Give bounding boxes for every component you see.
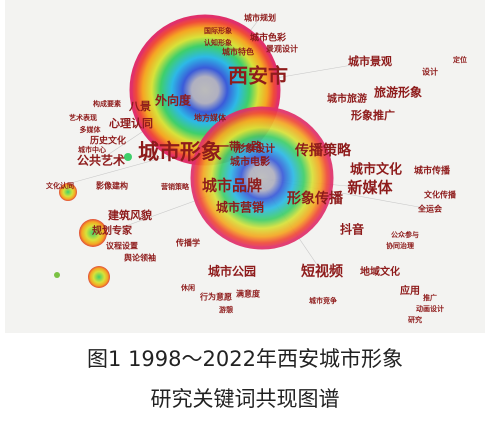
keyword: 传播学	[175, 238, 200, 248]
keyword: 舆论领袖	[124, 253, 156, 263]
keyword: 城市文化	[350, 162, 402, 178]
keyword: 议程设置	[106, 241, 138, 251]
node-ring	[79, 219, 107, 247]
keyword: 传播策略	[294, 142, 352, 159]
keyword: 推广	[423, 293, 437, 302]
keyword: 抖音	[340, 222, 364, 237]
keyword: 艺术表现	[69, 113, 97, 122]
keyword: 认知形象	[204, 38, 232, 47]
keyword: 城市形象	[138, 140, 222, 164]
keyword: 设计	[422, 67, 438, 77]
keyword: 国际形象	[204, 26, 232, 35]
keyword: 景观设计	[266, 44, 298, 54]
node-ring	[88, 266, 110, 288]
keyword: 游憩	[219, 305, 233, 314]
keyword: 城市品牌	[202, 177, 262, 195]
keyword: 地域文化	[360, 265, 400, 278]
keyword: 城市竞争	[309, 296, 337, 305]
node-dot	[54, 272, 60, 278]
keyword: 文化认同	[46, 181, 74, 190]
keyword: 文化传播	[424, 190, 457, 200]
caption-line: 研究关键词共现图谱	[150, 387, 340, 411]
keyword: 应用	[400, 284, 420, 297]
keyword: 城市景观	[348, 54, 392, 68]
node-ring	[59, 183, 77, 201]
keyword: 影像建构	[96, 181, 128, 191]
keyword: 行为意愿	[199, 292, 232, 302]
keyword: 新媒体	[347, 179, 393, 197]
keyword: 西安市	[228, 64, 288, 88]
keyword: 心理认同	[109, 116, 153, 130]
keyword: 动画设计	[416, 304, 444, 313]
keyword: 公众参与	[391, 230, 419, 239]
keyword: 满意度	[236, 289, 261, 299]
keyword: 历史文化	[90, 135, 126, 147]
node-dot	[124, 153, 132, 161]
keyword: 城市旅游	[327, 92, 367, 105]
keyword: 多媒体	[80, 125, 102, 134]
keyword: 形象设计	[235, 142, 275, 155]
keyword: 定位	[453, 55, 467, 64]
keyword: 规划专家	[92, 224, 133, 237]
keyword: 形象推广	[351, 108, 395, 122]
keyword: 休闲	[180, 283, 195, 292]
keyword: 城市特色	[222, 47, 254, 57]
keyword: 短视频	[301, 263, 343, 280]
keyword: 建筑风貌	[108, 208, 152, 222]
caption-line: 图1 1998～2022年西安城市形象	[87, 347, 403, 371]
keyword: 研究	[408, 315, 422, 324]
keyword: 协同治理	[386, 241, 414, 250]
keyword: 八景	[128, 100, 151, 113]
keyword: 营销策略	[161, 182, 190, 191]
keyword: 城市色彩	[250, 32, 286, 44]
keyword: 形象传播	[287, 190, 344, 207]
keyword: 构成要素	[93, 99, 121, 108]
keyword: 城市电影	[230, 155, 270, 168]
keyword: 城市中心	[78, 145, 106, 154]
keyword: 旅游形象	[374, 85, 422, 100]
keyword: 城市公园	[208, 264, 256, 279]
keyword: 城市营销	[216, 200, 264, 215]
keyword: 一带一路	[218, 139, 263, 153]
keyword: 地方媒体	[194, 113, 227, 123]
network: 城市规划国际形象城市色彩认知形象景观设计城市特色城市景观设计定位西安市旅游形象城…	[5, 0, 485, 333]
keyword: 公共艺术	[77, 153, 125, 168]
keyword: 城市传播	[414, 165, 451, 177]
keyword: 全运会	[417, 204, 442, 214]
keyword: 外向度	[155, 93, 192, 108]
keyword: 城市规划	[244, 13, 276, 23]
node-ring	[190, 106, 334, 250]
